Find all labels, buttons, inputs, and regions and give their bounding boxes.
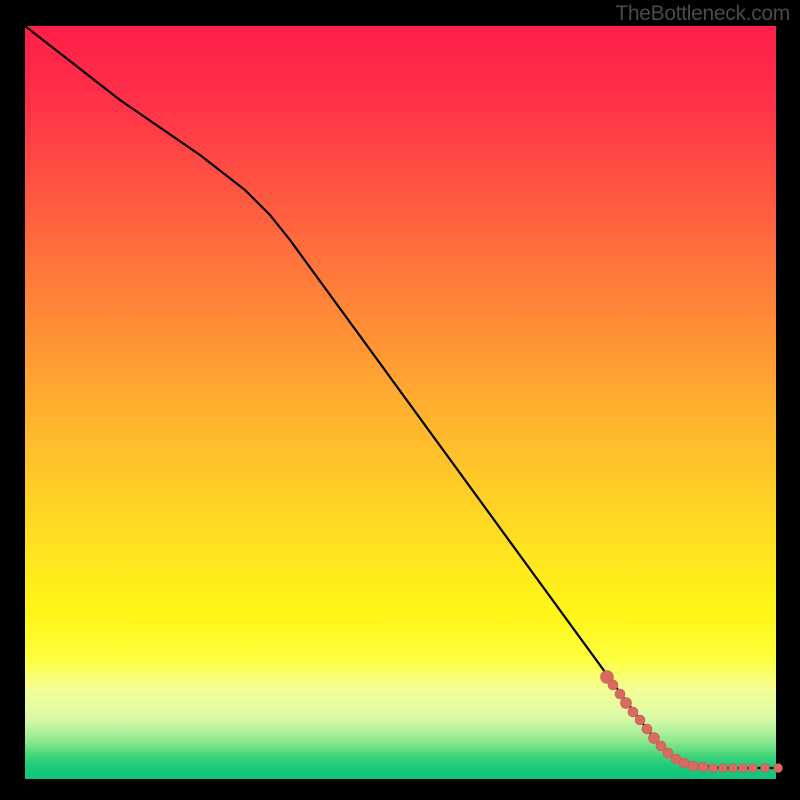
scatter-point [615, 689, 625, 699]
scatter-point [761, 764, 770, 773]
watermark-text: TheBottleneck.com [615, 2, 790, 26]
scatter-point [688, 761, 698, 771]
scatter-point [739, 764, 748, 773]
scatter-point [608, 680, 618, 690]
plot-background [25, 26, 776, 779]
scatter-point [774, 764, 783, 773]
scatter-point [628, 707, 638, 717]
scatter-point [709, 764, 718, 773]
scatter-point [719, 764, 728, 773]
scatter-point [642, 724, 652, 734]
scatter-point [635, 715, 645, 725]
scatter-point [698, 762, 708, 772]
scatter-point [679, 758, 689, 768]
chart-container: TheBottleneck.com [0, 0, 800, 800]
scatter-point [729, 764, 738, 773]
chart-svg [0, 0, 800, 800]
scatter-point [621, 698, 632, 709]
scatter-point [749, 764, 758, 773]
